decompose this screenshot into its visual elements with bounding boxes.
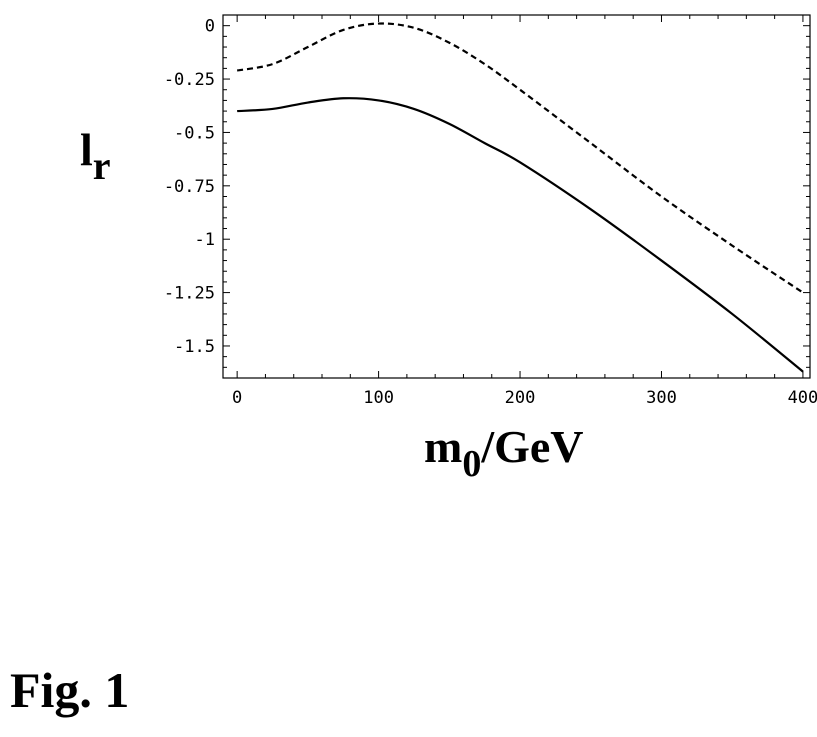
y-tick-label: 0: [205, 17, 215, 37]
y-axis-title: lr: [80, 124, 111, 188]
y-tick-label: -1: [195, 230, 215, 250]
x-axis-title-rest: /GeV: [480, 421, 583, 472]
y-axis-title-main: l: [80, 124, 93, 175]
series-line-solid: [237, 97, 804, 373]
x-tick-label: 0: [232, 388, 242, 408]
series-group: [236, 22, 804, 373]
figure-caption: Fig. 1: [10, 662, 130, 718]
series-line-dashed: [236, 22, 804, 294]
x-tick-label: 200: [505, 388, 536, 408]
y-tick-label: -0.5: [174, 123, 215, 143]
x-tick-label: 100: [363, 388, 394, 408]
x-axis-title: m0/GeV: [424, 421, 584, 485]
ticks: 0 100 200 300 400 0 -0.25 -0.5 -0.75 -1 -1.25 -1.5: [164, 14, 817, 408]
x-axis-title-main: m: [424, 421, 462, 472]
y-tick-label: -1.5: [174, 337, 215, 357]
x-axis-title-sub: 0: [462, 443, 481, 485]
y-tick-label: -0.75: [164, 177, 215, 197]
y-tick-label: -0.25: [164, 70, 215, 90]
y-axis-title-sub: r: [93, 143, 111, 188]
x-tick-label: 400: [788, 388, 817, 408]
x-tick-label: 300: [646, 388, 677, 408]
y-tick-label: -1.25: [164, 284, 215, 304]
plot-frame: [222, 14, 811, 379]
